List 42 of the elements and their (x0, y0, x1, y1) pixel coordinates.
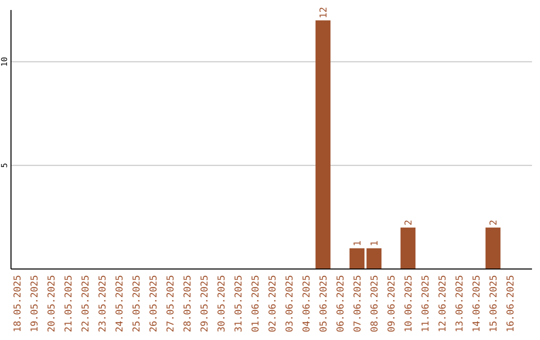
bar (350, 248, 364, 269)
x-tick-label: 03.06.2025 (284, 275, 296, 332)
x-tick-label: 11.06.2025 (420, 275, 432, 332)
x-tick-label: 29.05.2025 (200, 275, 210, 332)
y-tick-label: 10 (0, 56, 9, 67)
x-tick-label: 27.05.2025 (166, 275, 176, 332)
bar (366, 248, 382, 269)
data-label: 1 (352, 240, 364, 246)
x-tick-label: 31.05.2025 (234, 275, 244, 332)
data-label: 2 (404, 220, 414, 226)
x-tick-label: 01.06.2025 (250, 275, 262, 332)
data-label: 1 (370, 240, 380, 246)
bar (316, 20, 330, 269)
x-tick-label: 05.06.2025 (318, 275, 330, 332)
x-tick-label: 06.06.2025 (336, 275, 346, 332)
y-tick-label: 5 (0, 162, 9, 168)
x-tick-label: 10.06.2025 (404, 275, 414, 332)
bar (486, 228, 500, 269)
bar (400, 228, 416, 269)
x-tick-label: 09.06.2025 (386, 275, 398, 332)
x-tick-label: 12.06.2025 (438, 275, 448, 332)
data-label: 2 (488, 220, 500, 226)
x-tick-label: 25.05.2025 (132, 275, 142, 332)
x-tick-label: 30.05.2025 (216, 275, 228, 332)
x-tick-label: 14.06.2025 (472, 275, 482, 332)
x-tick-label: 28.05.2025 (182, 275, 194, 332)
x-tick-label: 07.06.2025 (352, 275, 364, 332)
x-tick-label: 26.05.2025 (148, 275, 160, 332)
x-tick-label: 24.05.2025 (114, 275, 126, 332)
x-tick-label: 02.06.2025 (268, 275, 278, 332)
x-tick-label: 22.05.2025 (80, 275, 92, 332)
x-tick-label: 23.05.2025 (98, 275, 108, 332)
x-tick-label: 21.05.2025 (64, 275, 74, 332)
x-tick-label: 18.05.2025 (12, 275, 24, 332)
x-tick-label: 16.06.2025 (506, 275, 516, 332)
data-label: 12 (318, 6, 330, 18)
x-tick-label: 19.05.2025 (30, 275, 40, 332)
x-tick-label: 04.06.2025 (302, 275, 312, 332)
x-tick-label: 15.06.2025 (488, 275, 500, 332)
x-tick-label: 08.06.2025 (370, 275, 380, 332)
x-tick-label: 13.06.2025 (454, 275, 466, 332)
x-tick-label: 20.05.2025 (46, 275, 58, 332)
